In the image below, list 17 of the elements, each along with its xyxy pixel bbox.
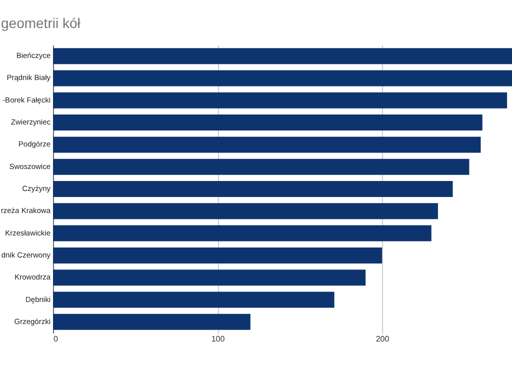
bar	[53, 270, 366, 286]
bar	[53, 247, 382, 264]
bar	[53, 136, 481, 153]
bar	[53, 203, 438, 220]
bar	[53, 70, 512, 86]
x-tick-label: 200	[376, 334, 390, 344]
bar	[53, 114, 482, 131]
chart-title: geometrii kół	[1, 15, 82, 31]
bar	[53, 181, 453, 197]
bar	[53, 314, 250, 330]
bar	[53, 48, 512, 64]
bar	[53, 92, 508, 108]
bar	[53, 158, 470, 175]
bar	[53, 292, 334, 308]
x-tick-label: 0	[54, 334, 58, 344]
bar	[53, 225, 432, 242]
x-tick-label: 100	[211, 334, 226, 344]
